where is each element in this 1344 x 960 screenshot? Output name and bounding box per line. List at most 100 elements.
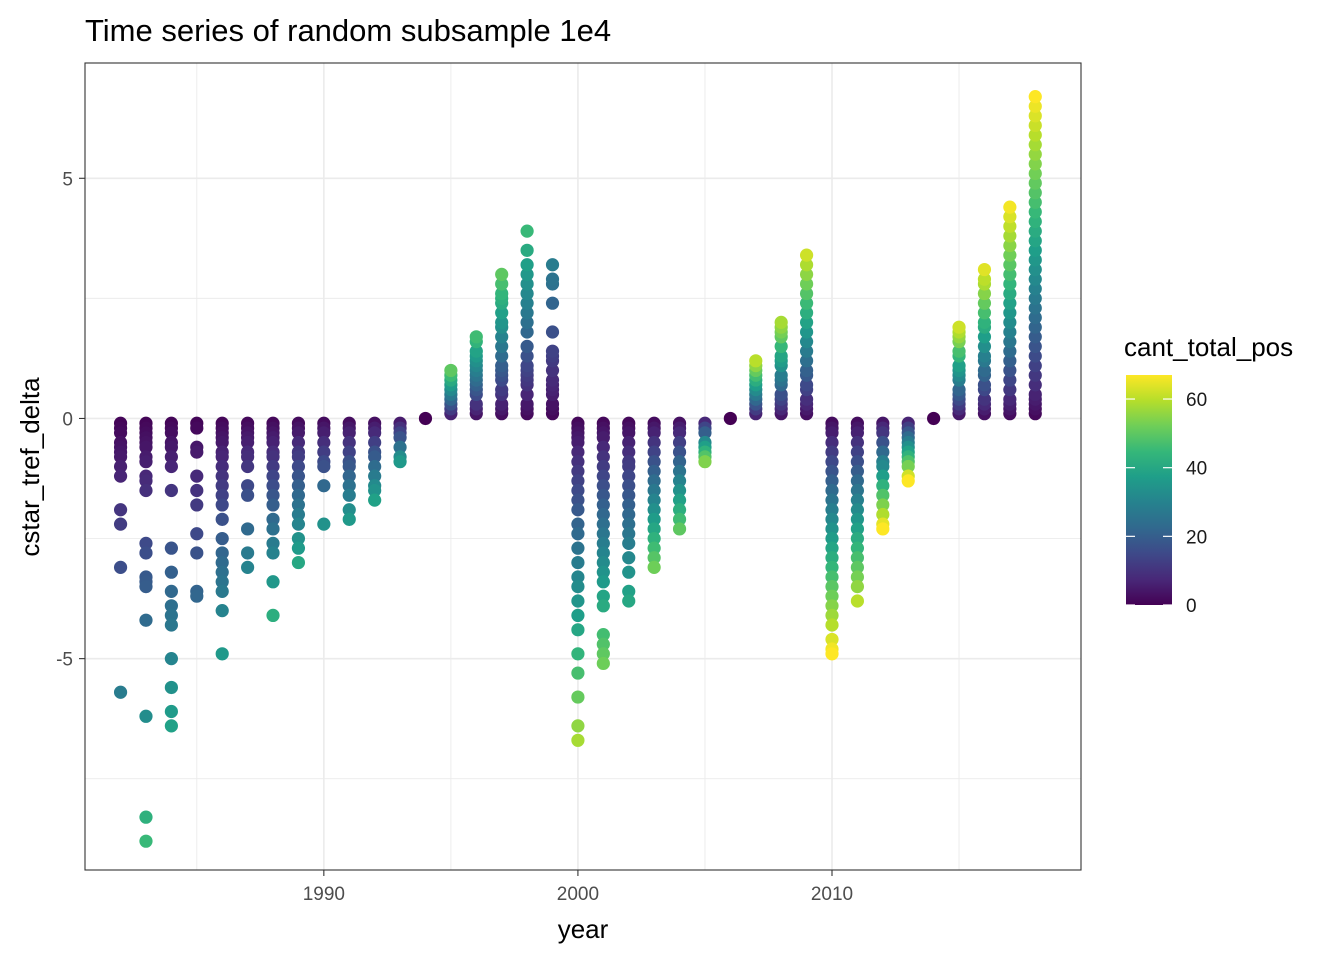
data-point bbox=[799, 325, 814, 339]
data-point bbox=[342, 426, 356, 440]
data-point bbox=[241, 488, 255, 502]
data-point bbox=[596, 555, 610, 570]
data-point bbox=[1028, 387, 1042, 402]
data-point bbox=[825, 503, 839, 517]
data-point bbox=[291, 488, 306, 502]
data-point bbox=[164, 618, 178, 632]
data-point bbox=[799, 277, 814, 291]
data-point bbox=[241, 450, 255, 464]
data-point bbox=[825, 464, 839, 478]
data-point bbox=[215, 488, 229, 502]
data-point bbox=[647, 426, 661, 440]
data-point bbox=[291, 531, 306, 546]
x-tick-label: 2000 bbox=[557, 884, 599, 905]
data-point bbox=[901, 459, 915, 474]
data-point bbox=[622, 565, 636, 579]
data-point bbox=[1003, 200, 1017, 214]
data-point bbox=[596, 440, 610, 454]
data-point bbox=[825, 455, 839, 469]
data-point bbox=[571, 541, 585, 555]
y-tick-label: 0 bbox=[62, 409, 73, 430]
data-point bbox=[113, 503, 128, 517]
data-point bbox=[850, 464, 865, 478]
data-point bbox=[571, 464, 585, 478]
data-point bbox=[647, 474, 661, 488]
legend-label: 60 bbox=[1186, 390, 1207, 411]
data-point bbox=[672, 435, 687, 450]
data-point bbox=[825, 579, 839, 594]
data-point bbox=[342, 488, 356, 502]
data-point bbox=[647, 435, 661, 450]
data-point bbox=[952, 383, 966, 397]
data-point bbox=[164, 483, 178, 498]
data-point bbox=[520, 243, 534, 257]
data-point bbox=[164, 680, 178, 695]
data-point bbox=[952, 344, 966, 358]
data-point bbox=[190, 469, 204, 483]
chart-title: Time series of random subsample 1e4 bbox=[85, 13, 611, 48]
data-point bbox=[825, 531, 839, 546]
data-point bbox=[368, 435, 382, 450]
data-point bbox=[291, 426, 306, 440]
data-point bbox=[825, 435, 839, 450]
data-point bbox=[164, 565, 178, 579]
data-point bbox=[342, 479, 356, 493]
data-point bbox=[596, 536, 610, 550]
data-point bbox=[1003, 267, 1017, 281]
data-point bbox=[1003, 392, 1017, 406]
data-point bbox=[1028, 138, 1042, 152]
data-point bbox=[977, 392, 992, 406]
data-point bbox=[596, 565, 610, 579]
data-point bbox=[520, 359, 534, 373]
data-point bbox=[647, 445, 661, 459]
data-point bbox=[113, 469, 128, 483]
data-point bbox=[164, 599, 178, 613]
data-point bbox=[876, 507, 890, 522]
data-point bbox=[266, 536, 280, 550]
data-point bbox=[368, 469, 382, 483]
data-point bbox=[368, 459, 382, 474]
data-point bbox=[241, 522, 255, 536]
data-point bbox=[647, 464, 661, 478]
y-tick-label: 5 bbox=[62, 169, 73, 190]
data-point bbox=[215, 584, 229, 598]
data-point bbox=[469, 344, 483, 358]
data-point bbox=[571, 503, 585, 517]
data-point bbox=[520, 315, 534, 329]
data-point bbox=[317, 435, 331, 450]
data-point bbox=[368, 450, 382, 464]
data-point bbox=[1028, 378, 1042, 392]
data-point bbox=[215, 479, 229, 493]
data-point bbox=[113, 685, 128, 699]
data-point bbox=[571, 594, 585, 608]
data-point bbox=[901, 474, 915, 488]
data-point bbox=[545, 296, 560, 310]
data-point bbox=[266, 498, 280, 512]
data-point bbox=[266, 459, 280, 474]
data-point bbox=[266, 608, 280, 623]
data-point bbox=[139, 613, 153, 627]
data-point bbox=[113, 560, 128, 574]
data-point bbox=[266, 469, 280, 483]
colorbar bbox=[1126, 375, 1172, 605]
data-point bbox=[571, 527, 585, 541]
data-point bbox=[698, 426, 712, 440]
data-point bbox=[749, 354, 763, 368]
data-point bbox=[850, 531, 865, 546]
data-point bbox=[622, 551, 636, 565]
data-point bbox=[495, 315, 509, 329]
data-point bbox=[977, 363, 992, 378]
data-point bbox=[647, 503, 661, 517]
data-point bbox=[1028, 234, 1042, 248]
data-point bbox=[241, 546, 255, 560]
data-point bbox=[266, 522, 280, 536]
data-point bbox=[876, 498, 890, 512]
data-point bbox=[1028, 118, 1042, 133]
data-point bbox=[164, 426, 178, 440]
data-point bbox=[1003, 325, 1017, 339]
data-point bbox=[825, 541, 839, 555]
data-point bbox=[799, 248, 814, 262]
data-point bbox=[139, 483, 153, 498]
data-point bbox=[825, 599, 839, 613]
